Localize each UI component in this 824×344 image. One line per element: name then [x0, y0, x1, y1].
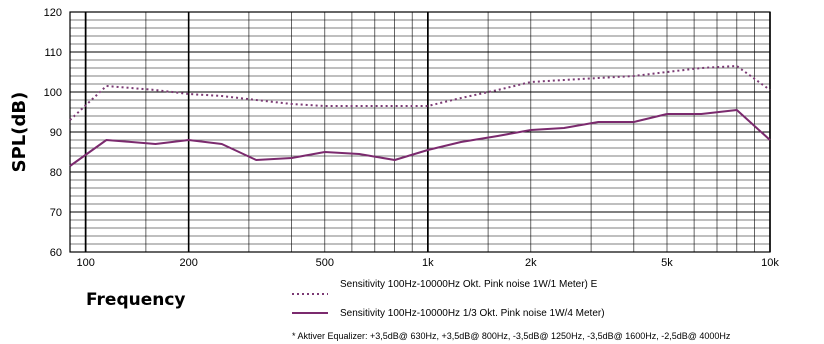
y-tick-label: 60: [50, 247, 62, 259]
y-tick-label: 100: [44, 87, 62, 99]
series-line-third-octave-4m: [69, 109, 771, 167]
series-layer: [69, 65, 771, 167]
legend-label-2: Sensitivity 100Hz-10000Hz 1/3 Okt. Pink …: [340, 308, 605, 319]
y-tick-label: 120: [44, 7, 62, 19]
y-tick-label: 80: [50, 167, 62, 179]
x-tick-label: 500: [316, 257, 334, 269]
x-tick-label: 5k: [661, 257, 673, 269]
y-tick-label: 90: [50, 127, 62, 139]
x-axis-label: Frequency: [86, 290, 186, 310]
legend-label-1: Sensitivity 100Hz-10000Hz Okt. Pink nois…: [340, 279, 598, 290]
y-tick-label: 70: [50, 207, 62, 219]
x-tick-label: 200: [179, 257, 197, 269]
grid: [69, 11, 771, 253]
plot-area-border: [69, 11, 771, 253]
x-tick-label: 10k: [761, 257, 779, 269]
y-axis-label: SPL(dB): [9, 92, 30, 173]
series-line-octave-1m: [69, 65, 771, 121]
tick-labels: 60 70 80 90 100 110 120 100 200 500 1k 2k 5k 10k: [44, 7, 780, 269]
x-tick-label: 2k: [525, 257, 537, 269]
x-tick-label: 1k: [422, 257, 434, 269]
equalizer-footnote: * Aktiver Equalizer: +3,5dB@ 630Hz, +3,5…: [292, 331, 731, 341]
y-tick-label: 110: [44, 47, 62, 59]
x-tick-label: 100: [76, 257, 94, 269]
